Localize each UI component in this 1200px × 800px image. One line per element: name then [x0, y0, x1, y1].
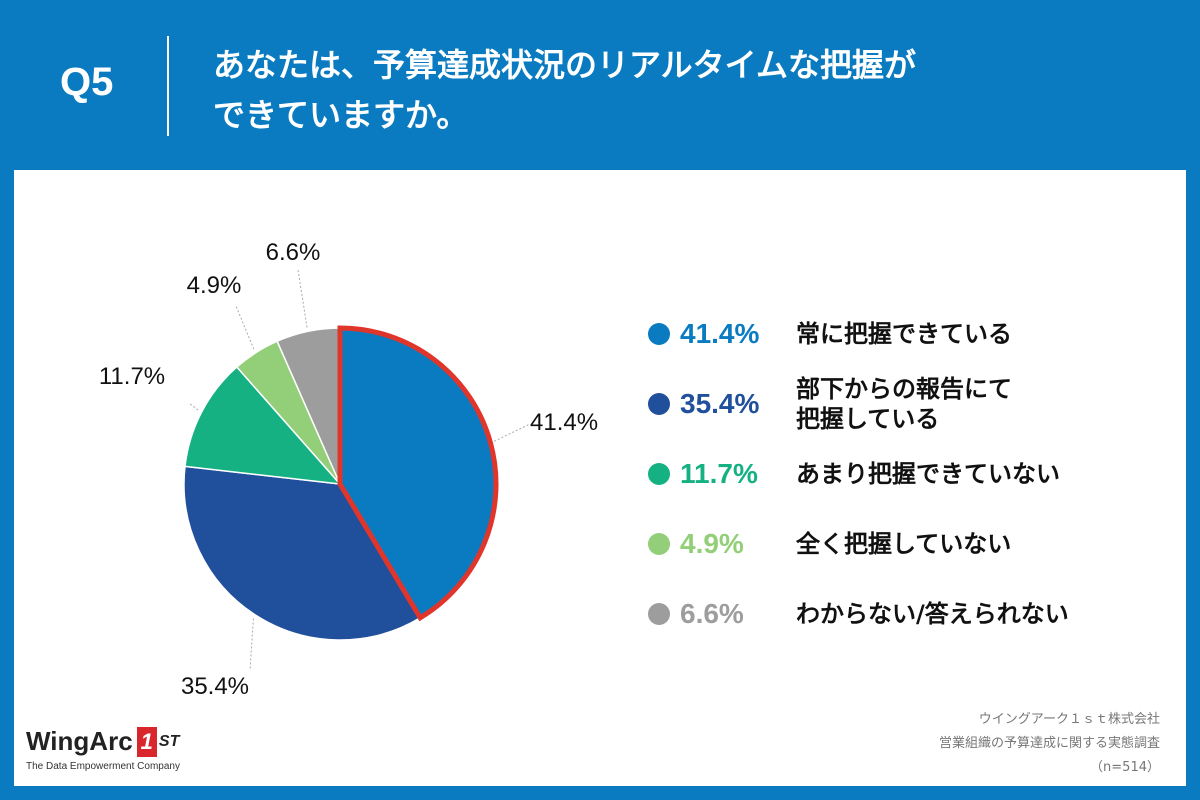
slice-label-0: 41.4% [530, 409, 598, 436]
legend-item: 11.7% あまり把握できていない [648, 450, 1060, 498]
legend-label-line: 全く把握していない [796, 530, 1012, 558]
logo-badge: 1 [136, 726, 157, 757]
legend-dot [648, 463, 670, 485]
legend-percent: 6.6% [680, 598, 744, 629]
logo-name: WingArc [26, 726, 133, 756]
legend-item: 4.9% 全く把握していない [648, 520, 1011, 568]
legend-dot [648, 323, 670, 345]
legend-label: 部下からの報告にて 把握している [796, 374, 1012, 434]
source-company: ウイングアーク１ｓｔ株式会社 [978, 712, 1160, 727]
legend-item: 35.4% 部下からの報告にて 把握している [648, 375, 1012, 433]
legend-label: 常に把握できている [796, 319, 1012, 349]
leader-line-0 [493, 423, 531, 442]
legend-label-line: 部下からの報告にて [796, 375, 1012, 403]
legend-dot [648, 603, 670, 625]
legend-percent: 35.4% [680, 388, 760, 419]
pie-slice-highlight [337, 325, 499, 622]
legend-percent: 11.7% [680, 458, 758, 489]
header-band: Q5 あなたは、予算達成状況のリアルタイムな把握が できていますか。 [0, 0, 1200, 170]
pie-slice-1 [183, 465, 422, 641]
question-line-2: できていますか。 [213, 96, 469, 134]
slice-label-3: 4.9% [187, 272, 242, 299]
legend-percent: 41.4% [680, 318, 760, 349]
legend-label: あまり把握できていない [796, 459, 1060, 489]
wingarc-logo: WingArc 1 ST The Data Empowerment Compan… [26, 726, 180, 772]
leader-line-4 [297, 269, 308, 328]
source-sample: （n=514） [1090, 760, 1160, 775]
pie-slice-2 [184, 365, 342, 485]
leader-line-1 [249, 618, 254, 671]
legend-item: 6.6% わからない/答えられない [648, 590, 1069, 638]
legend-percent: 4.9% [680, 528, 744, 559]
source-survey: 営業組織の予算達成に関する実態調査 [938, 736, 1160, 751]
legend-label-line: 把握している [796, 405, 940, 433]
question-number: Q5 [60, 60, 114, 104]
slice-label-1: 35.4% [181, 673, 249, 700]
legend-label: わからない/答えられない [796, 599, 1069, 629]
logo-tagline: The Data Empowerment Company [26, 761, 180, 772]
header-divider [167, 36, 169, 136]
legend-label: 全く把握していない [796, 529, 1011, 559]
slice-label-4: 6.6% [266, 239, 321, 266]
legend-label-line: あまり把握できていない [796, 460, 1060, 488]
slice-label-2: 11.7% [99, 363, 165, 390]
legend-dot [648, 533, 670, 555]
legend-item: 41.4% 常に把握できている [648, 310, 1012, 358]
leader-line-2 [189, 403, 199, 411]
legend-label-line: 常に把握できている [796, 320, 1012, 348]
leader-line-3 [235, 305, 255, 350]
logo-suffix: ST [158, 732, 180, 750]
question-title: あなたは、予算達成状況のリアルタイムな把握が できていますか。 [213, 40, 916, 140]
legend-label-line: わからない/答えられない [796, 600, 1069, 628]
legend-dot [648, 393, 670, 415]
question-line-1: あなたは、予算達成状況のリアルタイムな把握が [213, 46, 917, 84]
source-note: ウイングアーク１ｓｔ株式会社 営業組織の予算達成に関する実態調査 （n=514） [939, 708, 1160, 780]
